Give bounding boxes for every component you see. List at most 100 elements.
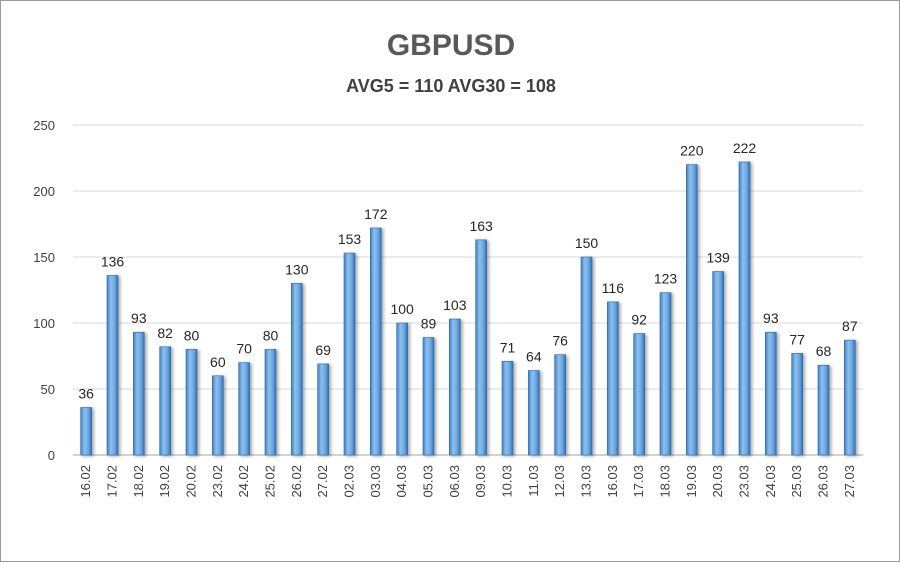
- x-tick-label: 17.03: [631, 465, 646, 498]
- value-label: 220: [680, 143, 704, 159]
- value-label: 136: [101, 253, 125, 269]
- y-tick-label: 250: [33, 118, 55, 133]
- value-label: 82: [157, 325, 173, 341]
- bar-24.02: [238, 362, 250, 456]
- value-label: 139: [706, 250, 730, 266]
- bar-19.02: [159, 346, 171, 456]
- value-label: 172: [364, 206, 388, 222]
- bar-20.02: [185, 349, 198, 456]
- x-tick-label: 02.03: [342, 465, 357, 498]
- x-tick-label: 23.02: [210, 465, 225, 498]
- bar-23.02: [212, 375, 224, 456]
- y-tick-label: 200: [33, 184, 55, 199]
- x-tick-label: 27.03: [842, 465, 857, 498]
- bar-20.03: [712, 271, 724, 456]
- x-tick-label: 04.03: [394, 465, 409, 498]
- value-label: 150: [575, 235, 599, 251]
- x-tick-label: 11.03: [526, 465, 541, 497]
- bar-13.03: [580, 256, 593, 456]
- value-label: 80: [184, 327, 200, 343]
- value-label: 80: [263, 327, 279, 343]
- x-tick-label: 27.02: [315, 465, 330, 498]
- value-label: 103: [443, 297, 467, 313]
- x-tick-label: 25.02: [263, 465, 278, 498]
- bar-10.03: [501, 360, 514, 456]
- x-tick-label: 26.03: [816, 465, 831, 498]
- bar-25.02: [264, 349, 277, 456]
- x-tick-label: 20.02: [184, 465, 199, 498]
- x-tick-label: 18.02: [131, 465, 146, 498]
- x-tick-label: 18.03: [658, 465, 673, 498]
- bar-26.03: [817, 364, 830, 456]
- bar-09.03: [475, 239, 487, 456]
- bar-17.02: [106, 275, 119, 456]
- x-tick-label: 24.02: [236, 465, 251, 498]
- x-tick-label: 13.03: [579, 465, 594, 498]
- bar-18.03: [659, 292, 672, 456]
- bar-05.03: [422, 337, 435, 456]
- bar-04.03: [396, 322, 408, 456]
- x-tick-label: 17.02: [105, 465, 120, 498]
- bar-17.03: [633, 333, 645, 456]
- bar-19.03: [686, 164, 698, 456]
- value-label: 36: [78, 385, 94, 401]
- x-tick-label: 12.03: [552, 465, 567, 498]
- bar-11.03: [528, 370, 540, 456]
- y-tick-label: 0: [48, 448, 55, 463]
- value-label: 70: [236, 341, 252, 357]
- x-tick-label: 16.03: [605, 465, 620, 498]
- value-label: 116: [602, 280, 625, 296]
- x-tick-label: 05.03: [421, 465, 436, 498]
- x-tick-label: 06.03: [447, 465, 462, 498]
- bar-18.02: [133, 331, 145, 456]
- x-tick-label: 03.03: [368, 465, 383, 498]
- bar-27.03: [844, 339, 856, 456]
- value-label: 69: [315, 342, 331, 358]
- value-label: 93: [763, 310, 779, 326]
- value-label: 89: [421, 316, 437, 332]
- y-tick-label: 150: [33, 250, 55, 265]
- value-label: 77: [789, 331, 805, 347]
- bar-03.03: [370, 227, 382, 456]
- x-tick-label: 25.03: [789, 465, 804, 498]
- value-label: 68: [816, 343, 832, 359]
- bar-26.02: [291, 283, 303, 456]
- x-tick-label: 09.03: [473, 465, 488, 498]
- bar-02.03: [343, 252, 356, 456]
- value-label: 100: [390, 301, 414, 317]
- chart-title: GBPUSD: [386, 29, 516, 62]
- bar-06.03: [449, 318, 461, 456]
- y-tick-label: 50: [41, 382, 55, 397]
- value-label: 87: [842, 318, 858, 334]
- value-label: 93: [131, 310, 147, 326]
- x-tick-label: 24.03: [763, 465, 778, 498]
- bar-25.03: [791, 353, 803, 456]
- bar-23.03: [738, 161, 751, 456]
- x-tick-label: 16.02: [78, 465, 93, 498]
- bar-24.03: [765, 331, 777, 456]
- bar-27.02: [317, 363, 329, 456]
- value-label: 60: [210, 354, 226, 370]
- x-tick-label: 19.02: [157, 465, 172, 498]
- x-tick-label: 26.02: [289, 465, 304, 498]
- bar-16.02: [80, 407, 92, 456]
- value-label: 153: [338, 231, 362, 247]
- bar-12.03: [554, 354, 566, 456]
- x-tick-label: 19.03: [684, 465, 699, 498]
- bar-16.03: [607, 301, 619, 456]
- chart-subtitle: AVG5 = 110 AVG30 = 108: [346, 76, 556, 96]
- value-label: 64: [526, 349, 542, 365]
- value-label: 163: [469, 218, 493, 234]
- x-tick-label: 20.03: [710, 465, 725, 498]
- value-label: 71: [500, 339, 516, 355]
- value-label: 222: [733, 140, 757, 156]
- y-tick-label: 100: [33, 316, 55, 331]
- x-tick-label: 10.03: [500, 465, 515, 498]
- value-label: 76: [552, 333, 568, 349]
- value-label: 92: [631, 312, 647, 328]
- value-label: 130: [285, 261, 309, 277]
- x-tick-label: 23.03: [737, 465, 752, 498]
- value-label: 123: [654, 271, 678, 287]
